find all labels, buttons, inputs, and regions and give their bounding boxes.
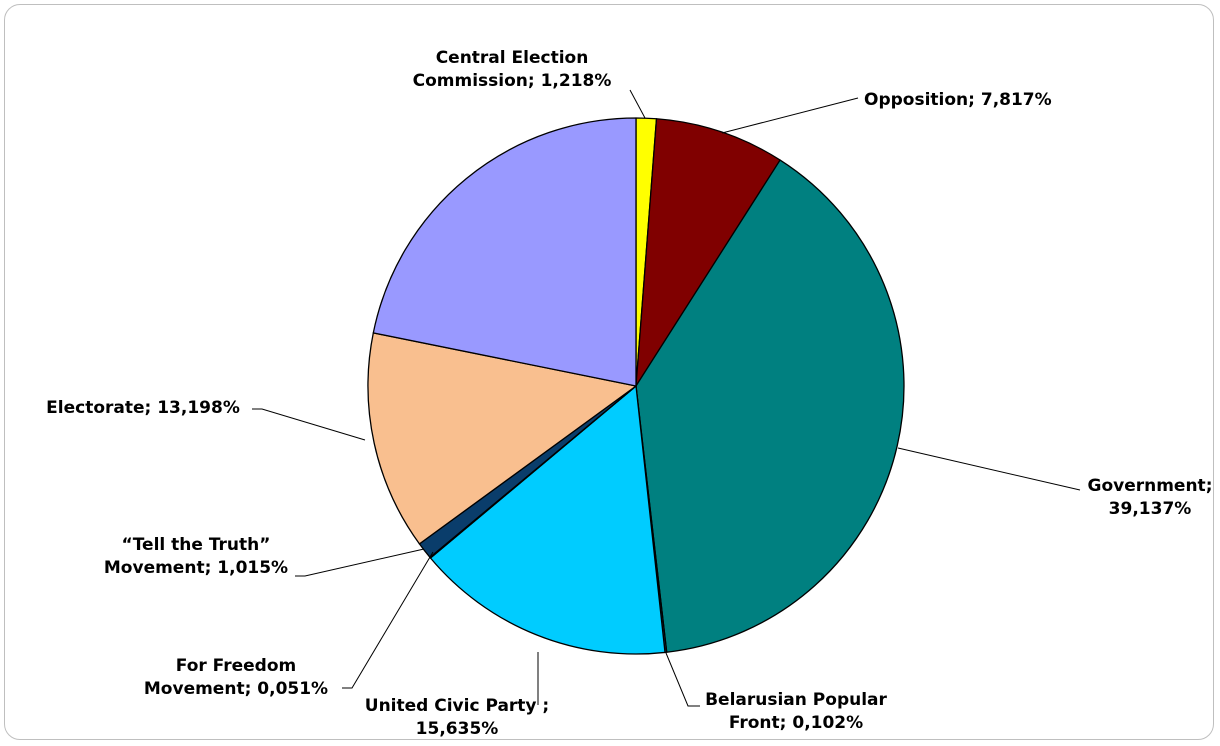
pie-slice [372, 117, 637, 387]
slice-label: Opposition; 7,817% [864, 90, 1052, 110]
pie-slice [635, 159, 905, 653]
leader-line [629, 89, 646, 119]
leader-line [252, 408, 366, 441]
slice-label: Central Election Commission; 1,218% [413, 48, 612, 91]
pie-slice [635, 118, 781, 387]
slice-label: Government; 39,137% [1087, 476, 1212, 519]
leader-line [897, 447, 1081, 491]
pie-slice [367, 332, 637, 545]
slice-label: “Tell the Truth” Movement; 1,015% [104, 535, 288, 578]
slice-label: For Freedom Movement; 0,051% [144, 656, 328, 699]
leader-line [721, 97, 859, 134]
leader-line [665, 652, 700, 707]
leader-line [295, 548, 425, 577]
leader-line [342, 551, 434, 689]
slice-label: United Civic Party ; 15,635% [365, 696, 549, 739]
pie-slice [429, 385, 666, 655]
slice-label: Electorate; 13,198% [46, 398, 240, 418]
slice-label: Belarusian Popular Front; 0,102% [705, 690, 887, 733]
